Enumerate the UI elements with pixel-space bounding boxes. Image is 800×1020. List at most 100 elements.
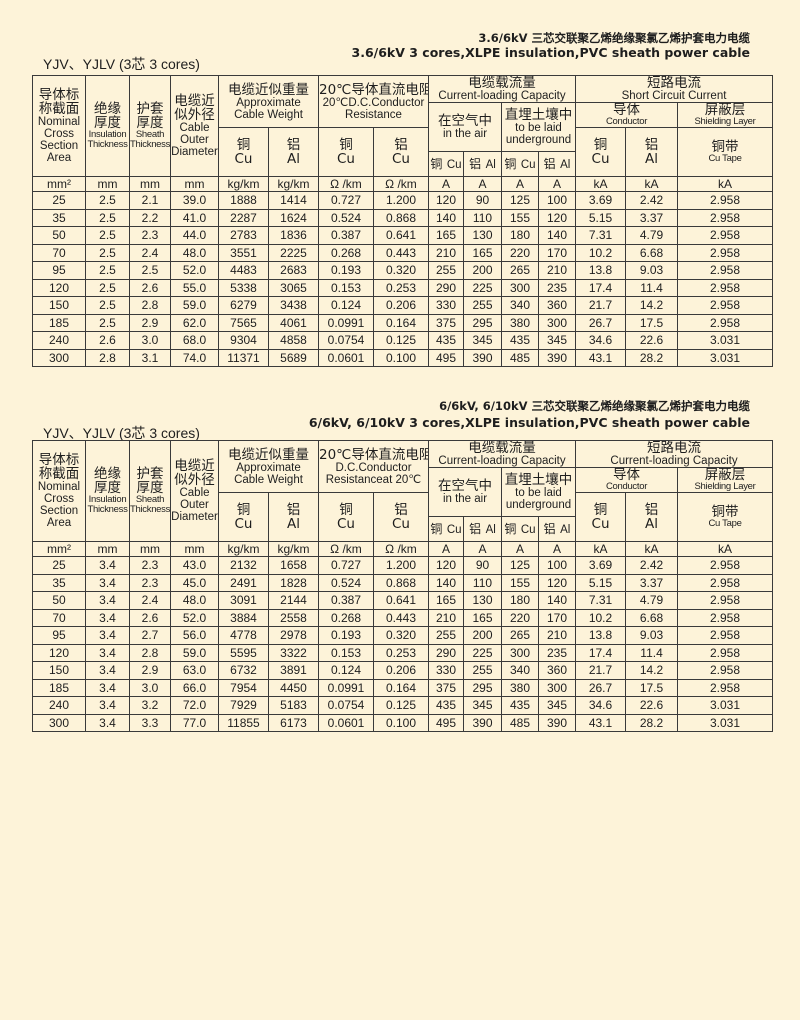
header-text: 铝 [644, 502, 659, 519]
header-text: 铜 [236, 502, 251, 519]
header-sheath: 护套 厚度 Sheath Thickness [129, 439, 171, 543]
header-text: Current-loading Capacity [438, 455, 566, 468]
table-cell: 100 [537, 556, 577, 575]
table-cell: 3.4 [85, 556, 130, 575]
table-cell: 17.4 [575, 278, 627, 298]
table-cell: 3.4 [85, 626, 130, 645]
header-weight-al: 铝 Al [268, 492, 319, 543]
header-text: 电缆近 [174, 457, 215, 474]
table-cell: 140 [428, 573, 464, 593]
header-text: Shielding Layer [694, 481, 756, 493]
table-cell: 110 [463, 573, 502, 593]
header-text: Cu [520, 158, 536, 171]
header-text: 铝 [543, 156, 556, 171]
table-cell: 2978 [268, 626, 319, 645]
table-cell: 345 [537, 696, 577, 715]
unit-cell: mm [170, 176, 219, 193]
header-text: 护套 [136, 101, 164, 118]
table-row: 240 2.6 3.0 68.0 9304 4858 0.0754 0.125 435 345 43… [32, 331, 774, 350]
table-cell: 390 [463, 348, 502, 368]
header-in-air: 在空气中 in the air [428, 102, 502, 153]
unit-cell: kA [625, 541, 679, 558]
table-cell: 9304 [218, 331, 269, 350]
table-cell: 1624 [268, 208, 319, 228]
table-cell: 2783 [218, 226, 269, 245]
table-cell: 3.37 [625, 208, 679, 228]
table-cell: 240 [32, 696, 86, 715]
table-cell: 3.4 [85, 696, 130, 715]
header-text: 导体 [613, 467, 641, 484]
header-text: Al [560, 158, 571, 171]
table-cell: 120 [32, 643, 86, 663]
table-cell: 6279 [218, 296, 269, 315]
table-cell: 4483 [218, 261, 269, 280]
table-cell: 52.0 [170, 261, 219, 280]
table-cell: 330 [428, 296, 464, 315]
table-cell: 0.0754 [318, 331, 374, 350]
table-row: 25 3.4 2.3 43.0 2132 1658 0.727 1.200 120 90 125 10… [32, 556, 774, 575]
table-cell: 0.524 [318, 208, 374, 228]
table-cell: 4450 [268, 678, 319, 698]
header-text: 似外径 [174, 107, 215, 124]
table-cell: 120 [537, 208, 577, 228]
table-cell: 70 [32, 243, 86, 263]
header-text: Al [560, 523, 571, 536]
table-cell: 435 [428, 696, 464, 715]
table-cell: 3322 [268, 643, 319, 663]
header-text: 在空气中 [438, 478, 492, 495]
table-cell: 2.5 [85, 261, 130, 280]
header-shielding: 屏蔽层 Shielding Layer [677, 102, 774, 129]
header-text: 称截面 [38, 466, 80, 483]
table-cell: 3.3 [129, 713, 171, 733]
header-text: 铜 [593, 502, 608, 519]
header-text: 铜 [339, 137, 353, 154]
header-text: 电缆近 [174, 92, 215, 109]
table-cell: 77.0 [170, 713, 219, 733]
table-cell: 255 [428, 626, 464, 645]
table-cell: 10.2 [575, 608, 627, 628]
table-cell: 62.0 [170, 313, 219, 333]
table-cell: 0.443 [373, 608, 429, 628]
header-text: 电缆载流量 [468, 440, 536, 456]
table-cell: 21.7 [575, 296, 627, 315]
table-cell: 0.268 [318, 608, 374, 628]
header-text: Nominal [37, 116, 81, 129]
table-cell: 0.153 [318, 278, 374, 298]
table-cell: 56.0 [170, 626, 219, 645]
table-cell: 340 [501, 296, 539, 315]
table-cell: 380 [501, 313, 539, 333]
table-cell: 10.2 [575, 243, 627, 263]
table-cell: 360 [537, 296, 577, 315]
table-cell: 200 [463, 261, 502, 280]
table-row: 300 3.4 3.3 77.0 11855 6173 0.0601 0.100 495 390 4… [32, 713, 774, 733]
table-cell: 265 [501, 626, 539, 645]
header-text: Section [39, 140, 79, 153]
table-cell: 2683 [268, 261, 319, 280]
table-cell: 0.727 [318, 556, 374, 575]
table-cell: 0.0601 [318, 713, 374, 733]
table-cell: 5595 [218, 643, 269, 663]
table-cell: 1658 [268, 556, 319, 575]
header-text: 20℃D.C.Conductor [322, 96, 425, 109]
table-cell: 2.958 [677, 573, 774, 593]
table-cell: 17.4 [575, 643, 627, 663]
table-cell: 2.5 [85, 191, 130, 210]
header-current-col: 铝 Al [463, 516, 502, 543]
table-cell: 26.7 [575, 313, 627, 333]
header-weight-cu: 铜 Cu [218, 127, 269, 178]
table-cell: 22.6 [625, 331, 679, 350]
table-cell: 360 [537, 661, 577, 680]
unit-cell: kg/km [268, 176, 319, 193]
header-current-col: 铝 Al [537, 151, 577, 178]
table-cell: 240 [32, 331, 86, 350]
unit-cell: kg/km [218, 176, 269, 193]
table-cell: 2.6 [129, 608, 171, 628]
table-row: 35 3.4 2.3 45.0 2491 1828 0.524 0.868 140 110 155 1… [32, 573, 774, 593]
table-cell: 4858 [268, 331, 319, 350]
unit-cell: A [428, 541, 464, 558]
header-text: Current-loading Capacity [610, 455, 738, 468]
table-cell: 2.4 [129, 591, 171, 610]
table-cell: 225 [463, 278, 502, 298]
table-cell: 140 [537, 226, 577, 245]
